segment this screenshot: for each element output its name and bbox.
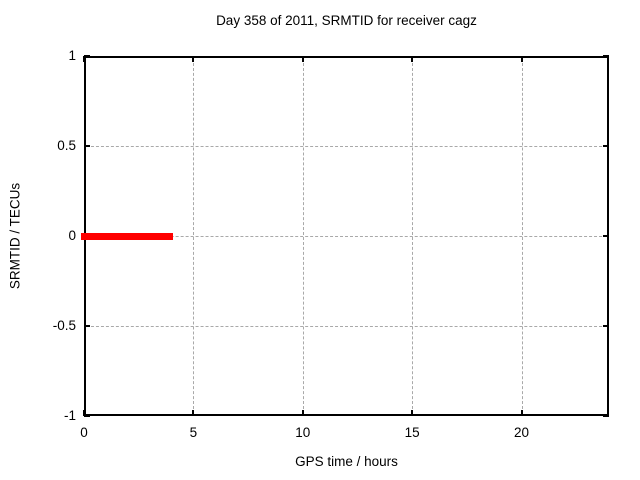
x-tick-bottom (83, 410, 85, 416)
x-tick-label: 5 (189, 425, 198, 440)
grid-line-x-15 (412, 58, 414, 414)
x-tick-label: 0 (80, 425, 88, 440)
y-tick-label: 0.5 (57, 138, 76, 153)
x-tick-top (520, 56, 523, 62)
chart-title: Day 358 of 2011, SRMTID for receiver cag… (216, 13, 477, 28)
y-tick-left (84, 325, 90, 327)
grid-line-x-5 (193, 58, 195, 414)
x-tick-label: 15 (404, 425, 420, 440)
x-tick-top (301, 56, 304, 62)
y-tick-right (603, 325, 609, 327)
x-tick-bottom (520, 410, 523, 416)
series-SRMTID (81, 232, 173, 240)
y-tick-label: 1 (68, 48, 76, 63)
x-tick-top (411, 56, 414, 62)
x-tick-top (83, 56, 85, 62)
grid-line-x-10 (302, 58, 304, 414)
x-axis-label: GPS time / hours (295, 454, 398, 469)
x-tick-top (192, 56, 195, 62)
y-tick-label: -1 (63, 408, 76, 423)
x-tick-label: 10 (295, 425, 311, 440)
x-tick-bottom (192, 410, 195, 416)
y-tick-right (603, 55, 609, 57)
y-tick-label: 0 (68, 228, 76, 243)
y-tick-right (603, 235, 609, 237)
x-tick-label: 20 (513, 425, 530, 440)
y-tick-left (84, 55, 90, 57)
y-tick-right (603, 415, 609, 417)
grid-line-y--0.5 (86, 326, 607, 327)
y-tick-label: -0.5 (52, 318, 76, 333)
y-tick-left (84, 145, 90, 147)
grid-line-x-20 (521, 58, 523, 414)
grid-line-y-0.5 (86, 146, 607, 147)
x-tick-bottom (301, 410, 304, 416)
y-tick-left (84, 415, 90, 417)
y-tick-right (603, 145, 609, 147)
x-tick-bottom (411, 410, 414, 416)
grid-line-y-0 (86, 236, 607, 237)
